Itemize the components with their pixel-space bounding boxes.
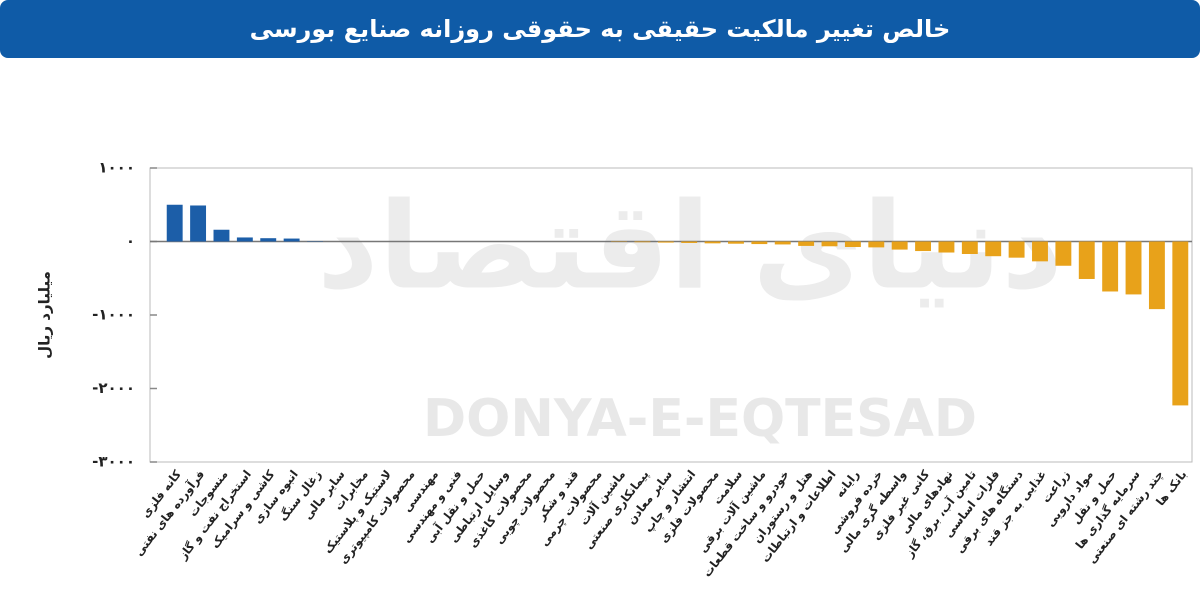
bar: [704, 241, 721, 244]
y-tick-label: -۲۰۰۰: [92, 379, 135, 397]
bar: [190, 205, 207, 242]
bar: [283, 238, 300, 242]
bar: [844, 241, 861, 248]
bar: [961, 241, 978, 254]
bar: [798, 241, 815, 246]
bar: [868, 241, 885, 248]
bar: [985, 241, 1002, 257]
bar: [751, 241, 768, 245]
bar: [774, 241, 791, 245]
bar: [1008, 241, 1025, 258]
bar: [891, 241, 908, 250]
bar: [1148, 241, 1165, 310]
bar: [915, 241, 932, 252]
y-axis-label: میلیارد ریال: [36, 271, 54, 359]
bar: [236, 237, 253, 242]
bar: [634, 241, 651, 243]
bar: [166, 204, 183, 242]
bar: [1032, 241, 1048, 262]
chart-title: خالص تغییر مالکیت حقیقی به حقوقی روزانه …: [250, 15, 951, 43]
bar: [1102, 241, 1119, 292]
bar: [657, 241, 674, 243]
bar: [1172, 241, 1189, 406]
bar: [681, 241, 698, 243]
header-bar: [0, 0, 1200, 58]
bar: [1055, 241, 1072, 266]
bar: [213, 229, 230, 242]
watermark: DONYA-E-EQTESAD: [423, 389, 977, 449]
y-tick-label: ۰: [126, 232, 135, 250]
y-tick-label: ۱۰۰۰: [98, 159, 135, 177]
y-tick-label: -۱۰۰۰: [92, 306, 135, 324]
bar: [938, 241, 955, 253]
y-tick-label: -۳۰۰۰: [92, 453, 135, 471]
bar: [728, 241, 744, 244]
bar: [1078, 241, 1095, 279]
bar: [1125, 241, 1142, 295]
bar: [260, 238, 277, 242]
bar: [821, 241, 838, 247]
